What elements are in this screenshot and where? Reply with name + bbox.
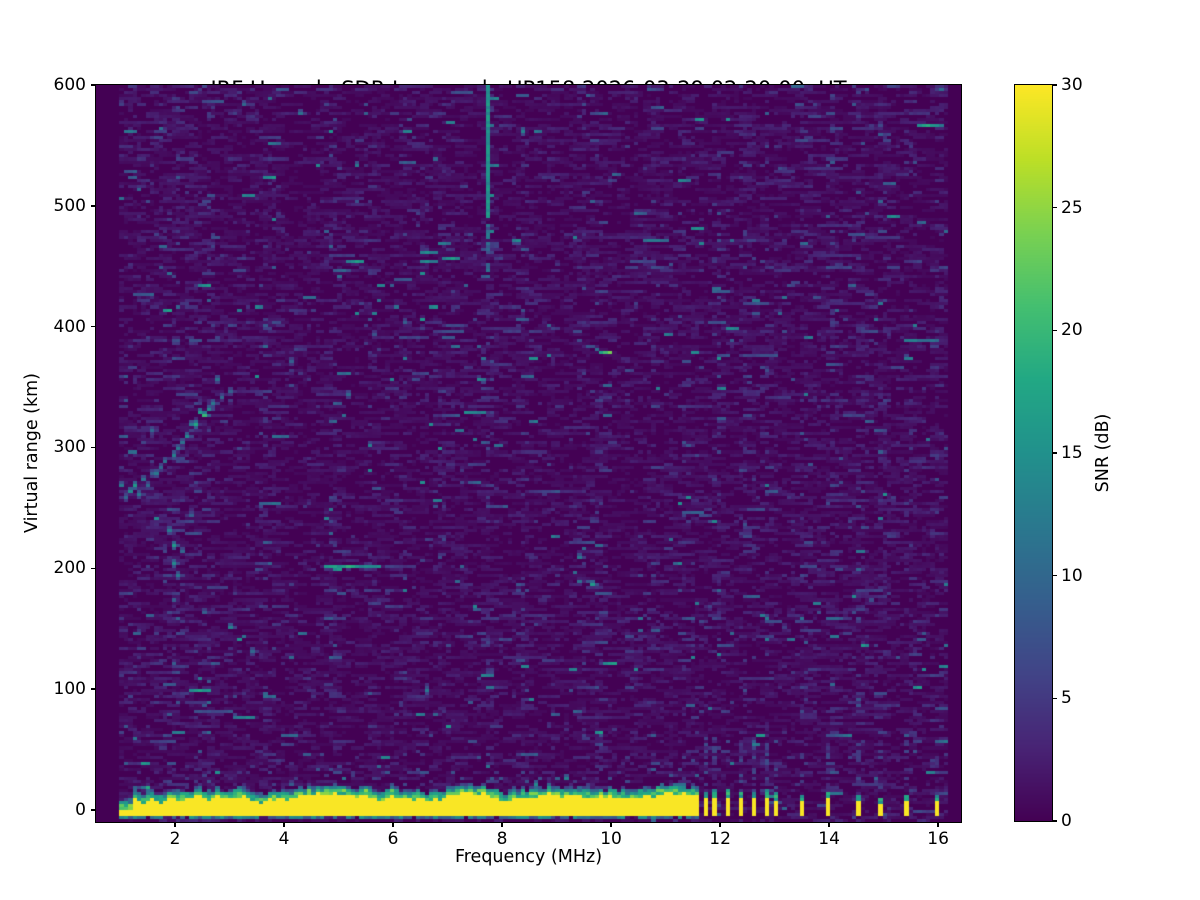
x-tick-label: 4: [278, 829, 290, 849]
x-tick-label: 14: [818, 829, 840, 849]
y-tick-label: 500: [53, 195, 86, 216]
colorbar-tick-label: 15: [1061, 443, 1083, 463]
colorbar-tick-label: 5: [1061, 688, 1072, 709]
x-tick-mark: [501, 823, 503, 827]
plot-area: [95, 84, 962, 823]
x-tick-label: 2: [169, 829, 181, 849]
colorbar-tick-mark: [1053, 206, 1057, 209]
y-tick-mark: [91, 809, 95, 811]
colorbar-label: SNR (dB): [1093, 413, 1113, 493]
colorbar-tick-mark: [1053, 84, 1057, 86]
y-tick-label: 400: [53, 316, 86, 337]
y-tick-mark: [91, 84, 95, 86]
colorbar-tick-mark: [1053, 820, 1057, 822]
x-tick-mark: [610, 823, 612, 827]
colorbar-tick-label: 30: [1061, 75, 1083, 95]
y-tick-mark: [91, 325, 95, 328]
y-tick-label: 300: [53, 437, 86, 458]
x-tick-label: 6: [387, 829, 399, 849]
colorbar-tick-label: 10: [1061, 565, 1083, 586]
colorbar-tick-label: 0: [1061, 811, 1072, 831]
x-tick-mark: [828, 823, 830, 827]
y-tick-mark: [91, 446, 95, 449]
x-tick-mark: [392, 823, 394, 827]
y-tick-label: 100: [53, 679, 86, 700]
x-tick-mark: [174, 823, 176, 827]
y-tick-mark: [91, 205, 95, 207]
colorbar: [1014, 84, 1053, 822]
y-tick-mark: [91, 688, 95, 690]
x-tick-mark: [937, 823, 939, 827]
x-tick-label: 12: [709, 829, 731, 849]
x-tick-label: 8: [496, 829, 508, 849]
colorbar-tick-mark: [1053, 574, 1057, 577]
colorbar-tick-label: 25: [1061, 197, 1083, 218]
x-tick-label: 16: [927, 829, 949, 849]
x-axis-label: Frequency (MHz): [454, 847, 603, 867]
x-tick-mark: [283, 823, 285, 827]
x-tick-mark: [719, 823, 721, 827]
y-tick-label: 200: [53, 558, 86, 579]
y-tick-mark: [91, 567, 95, 569]
x-tick-label: 10: [600, 829, 622, 849]
y-tick-label: 600: [53, 75, 86, 95]
colorbar-tick-mark: [1053, 452, 1057, 454]
colorbar-tick-mark: [1053, 329, 1057, 332]
colorbar-tick-label: 20: [1061, 320, 1083, 341]
colorbar-tick-mark: [1053, 697, 1057, 700]
y-tick-label: 0: [75, 799, 86, 820]
colorbar-gradient-canvas: [1015, 85, 1052, 821]
ionogram-heatmap-canvas: [96, 85, 961, 822]
